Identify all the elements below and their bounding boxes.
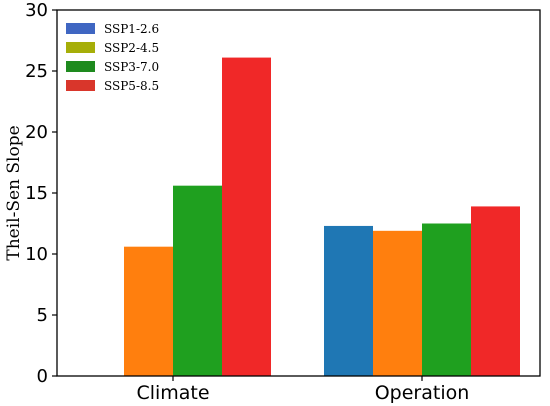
- legend-label: SSP1-2.6: [104, 22, 159, 36]
- legend-swatch-ssp5-8-5: [66, 80, 95, 91]
- legend-swatch-ssp2-4-5: [66, 42, 95, 53]
- bars-group: [124, 57, 520, 377]
- legend: SSP1-2.6 SSP2-4.5 SSP3-7.0 SSP5-8.5: [66, 22, 159, 93]
- bar-climate-ssp3-7-0: [173, 185, 222, 376]
- legend-label: SSP3-7.0: [104, 60, 159, 74]
- legend-label: SSP5-8.5: [104, 79, 159, 93]
- bar-operation-ssp5-8-5: [471, 206, 520, 376]
- y-tick-label: 0: [37, 366, 48, 387]
- bar-operation-ssp2-4-5: [373, 230, 422, 376]
- bar-climate-ssp2-4-5: [124, 246, 173, 376]
- legend-swatch-ssp3-7-0: [66, 61, 95, 72]
- legend-swatch-ssp1-2-6: [66, 23, 95, 34]
- legend-label: SSP2-4.5: [104, 41, 159, 55]
- y-axis-label: Theil-Sen Slope: [4, 125, 24, 260]
- bar-operation-ssp3-7-0: [422, 223, 471, 376]
- y-tick-label: 10: [25, 244, 48, 265]
- y-tick-label: 25: [25, 61, 48, 82]
- y-tick-label: 15: [25, 183, 48, 204]
- y-tick-label: 20: [25, 122, 48, 143]
- x-tick-label-operation: Operation: [375, 382, 470, 404]
- x-tick-label-climate: Climate: [136, 382, 209, 404]
- bar-climate-ssp5-8-5: [222, 57, 271, 377]
- y-tick-label: 30: [25, 0, 48, 21]
- bar-operation-ssp1-2-6: [324, 225, 373, 376]
- y-axis: 0 5 10 15 20 25 30: [25, 0, 57, 387]
- x-axis: Climate Operation: [136, 376, 469, 404]
- y-tick-label: 5: [37, 305, 48, 326]
